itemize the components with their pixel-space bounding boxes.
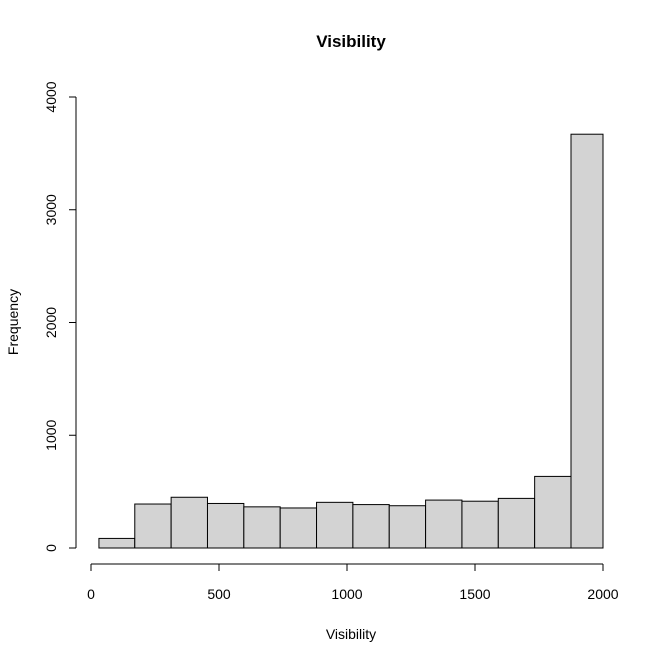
histogram-bar xyxy=(534,475,572,549)
x-tick-label: 1500 xyxy=(459,586,490,602)
bars-group xyxy=(98,133,604,549)
y-tick-label: 4000 xyxy=(43,81,59,112)
x-tick-label: 0 xyxy=(87,586,95,602)
histogram-bar xyxy=(206,502,245,549)
chart-title: Visibility xyxy=(316,32,386,51)
y-axis-label: Frequency xyxy=(5,289,21,355)
y-axis: 0 1000 2000 3000 4000 xyxy=(43,81,77,552)
histogram-bar xyxy=(170,496,208,549)
histogram-bar xyxy=(352,504,390,549)
histogram-bar xyxy=(316,501,354,549)
histogram-bar xyxy=(497,497,536,549)
y-tick-label: 0 xyxy=(43,544,59,552)
y-tick-label: 3000 xyxy=(43,194,59,225)
histogram-bar xyxy=(425,499,463,549)
histogram-bar xyxy=(570,133,604,549)
histogram-bar xyxy=(388,505,427,549)
x-tick-label: 500 xyxy=(207,586,231,602)
histogram-bar xyxy=(134,503,172,549)
histogram-bar xyxy=(279,507,318,549)
x-axis: 0 500 1000 1500 2000 xyxy=(87,563,619,602)
y-tick-label: 1000 xyxy=(43,419,59,450)
x-tick-label: 1000 xyxy=(331,586,362,602)
histogram-bar xyxy=(461,500,499,549)
histogram-bar xyxy=(243,506,281,549)
x-tick-label: 2000 xyxy=(587,586,618,602)
y-tick-label: 2000 xyxy=(43,307,59,338)
x-axis-label: Visibility xyxy=(326,626,376,642)
histogram-bar xyxy=(98,537,136,549)
